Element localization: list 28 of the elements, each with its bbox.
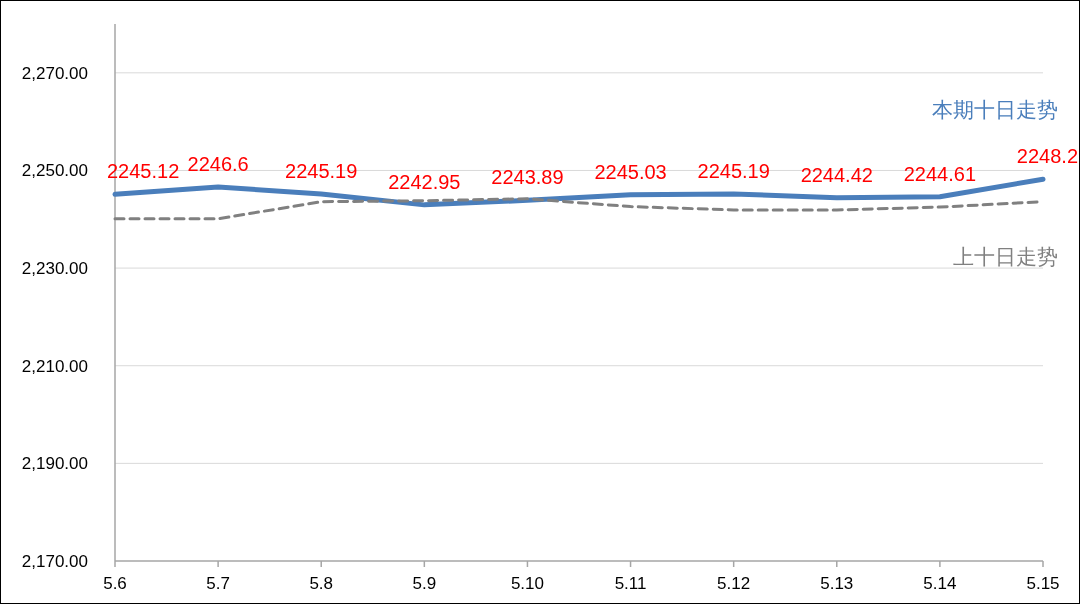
data-label: 2248.2 bbox=[1016, 145, 1078, 168]
data-label: 2243.89 bbox=[491, 166, 564, 189]
x-tick-label: 5.6 bbox=[103, 574, 127, 593]
x-tick-label: 5.7 bbox=[206, 574, 230, 593]
x-tick-label: 5.13 bbox=[820, 574, 854, 593]
y-tick-label: 2,210.00 bbox=[21, 356, 88, 376]
y-tick-label: 2,250.00 bbox=[21, 161, 88, 181]
data-label: 2245.19 bbox=[697, 159, 770, 182]
data-label: 2244.61 bbox=[903, 162, 977, 185]
data-label: 2246.6 bbox=[187, 153, 249, 176]
text: 本期十日走势 bbox=[932, 98, 1058, 122]
series-label: 上十日走势 bbox=[953, 244, 1058, 268]
x-tick-label: 5.15 bbox=[1026, 574, 1060, 593]
y-tick-label: 2,170.00 bbox=[21, 552, 88, 571]
data-label: 2245.12 bbox=[107, 160, 180, 183]
y-tick-label: 2,190.00 bbox=[21, 454, 88, 474]
data-label: 2244.42 bbox=[800, 163, 873, 186]
data-label: 2245.03 bbox=[594, 160, 667, 183]
x-tick-label: 5.14 bbox=[923, 574, 957, 593]
x-tick-label: 5.11 bbox=[614, 574, 647, 593]
x-tick-label: 5.9 bbox=[412, 574, 437, 593]
y-tick-label: 2,230.00 bbox=[21, 259, 88, 279]
data-label: 2242.95 bbox=[388, 170, 461, 193]
x-tick-label: 5.10 bbox=[510, 574, 544, 593]
x-tick-label: 5.12 bbox=[717, 574, 751, 593]
y-tick-label: 2,270.00 bbox=[21, 63, 88, 83]
data-label: 2245.19 bbox=[285, 159, 358, 182]
x-tick-label: 5.8 bbox=[309, 574, 334, 593]
